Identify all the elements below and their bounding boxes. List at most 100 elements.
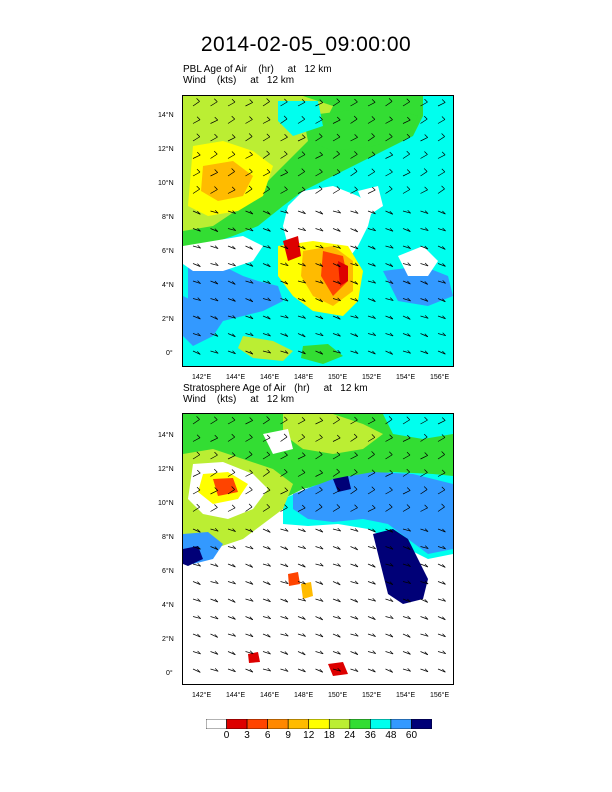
wind-barb-flag (441, 185, 445, 190)
wind-barb (332, 598, 341, 603)
wind-barb (315, 420, 323, 425)
wind-barb (385, 506, 393, 512)
wind-barb (245, 563, 253, 568)
panel-1-lon-tick: 142°E (192, 374, 212, 381)
wind-barb-flag (389, 562, 394, 567)
wind-barb (420, 137, 428, 142)
wind-barb-flag (372, 650, 376, 654)
wind-barb (367, 189, 376, 194)
wind-barb (385, 171, 393, 177)
wind-barb-flag (231, 469, 236, 473)
wind-barb-flag (232, 281, 236, 285)
wind-barb-flag (318, 133, 323, 137)
wind-barb (227, 263, 236, 267)
wind-barb-flag (406, 98, 411, 103)
wind-barb-flag (197, 598, 201, 602)
wind-barb-flag (318, 503, 323, 508)
wind-barb (437, 651, 446, 655)
wind-barb (437, 315, 446, 320)
wind-barb-flag (248, 451, 253, 455)
wind-barb-flag (337, 245, 341, 249)
wind-barb (315, 280, 324, 284)
wind-barb (385, 651, 394, 655)
wind-barb (227, 668, 236, 673)
wind-barb-flag (267, 263, 271, 268)
wind-barb-flag (214, 169, 218, 173)
wind-barb-flag (284, 598, 289, 603)
wind-barb (367, 102, 376, 107)
wind-barb-flag (284, 416, 288, 421)
wind-barb (350, 210, 359, 214)
wind-barb-flag (197, 529, 201, 533)
wind-barb (280, 136, 288, 142)
wind-barb-flag (441, 417, 446, 421)
wind-barb (262, 188, 270, 194)
wind-barb (332, 263, 341, 268)
wind-barb (192, 668, 201, 673)
wind-barb (245, 598, 254, 602)
wind-barb (332, 245, 341, 249)
colorbar-swatch (328, 718, 351, 730)
wind-barb-flag (319, 315, 324, 320)
wind-barb-flag (302, 210, 306, 214)
wind-barb-flag (319, 168, 323, 173)
wind-barb (385, 437, 393, 442)
wind-barb (402, 598, 411, 603)
wind-barb-flag (232, 245, 236, 250)
wind-barb (262, 563, 271, 567)
wind-barb (350, 419, 358, 425)
wind-barb-flag (407, 316, 411, 320)
wind-barb (332, 119, 341, 124)
wind-barb (420, 419, 428, 425)
wind-barb (280, 471, 288, 477)
wind-barb-flag (232, 668, 236, 672)
wind-barb (227, 210, 236, 214)
wind-barb (315, 472, 323, 477)
wind-barb (350, 189, 358, 194)
wind-barb-flag (197, 211, 201, 215)
wind-barb-flag (424, 98, 428, 103)
wind-barb-flag (337, 332, 341, 337)
wind-barb (297, 101, 306, 107)
wind-barb (367, 507, 376, 512)
wind-barb (332, 668, 341, 672)
wind-barb (437, 333, 446, 337)
panel-2-map-svg (183, 414, 453, 684)
wind-barb-flag (284, 245, 289, 249)
wind-barb-flag (266, 504, 271, 508)
wind-barb (315, 668, 323, 673)
wind-barb-flag (353, 433, 358, 438)
wind-barb-flag (336, 116, 341, 121)
wind-barb (297, 280, 306, 284)
wind-barb-flag (266, 98, 270, 102)
wind-barb-flag (336, 434, 341, 439)
wind-barb-flag (214, 651, 219, 655)
wind-barb-flag (372, 332, 376, 336)
wind-barb (210, 616, 219, 620)
wind-barb (262, 437, 271, 442)
wind-barb (420, 298, 429, 302)
panel-1-wind-label: Wind (kts) at 12 km (183, 75, 295, 86)
wind-barb (315, 633, 324, 638)
wind-barb-flag (372, 262, 376, 267)
wind-barb-flag (284, 228, 289, 233)
wind-barb (280, 563, 289, 568)
wind-barb (420, 210, 429, 214)
wind-barb (192, 454, 200, 460)
wind-barb-flag (319, 227, 324, 232)
wind-barb-flag (388, 416, 393, 420)
wind-barb (332, 189, 341, 194)
wind-barb-flag (372, 246, 376, 250)
wind-barb-flag (196, 486, 201, 491)
wind-barb (420, 633, 429, 637)
wind-barb (420, 472, 428, 477)
wind-barb (227, 581, 236, 585)
wind-barb-flag (442, 564, 446, 568)
colorbar-swatch (349, 718, 371, 730)
wind-barb (402, 490, 411, 495)
wind-barb (192, 651, 201, 655)
wind-barb-flag (197, 244, 201, 249)
wind-barb-flag (389, 280, 394, 284)
wind-barb (367, 616, 376, 620)
wind-barb (402, 563, 411, 567)
